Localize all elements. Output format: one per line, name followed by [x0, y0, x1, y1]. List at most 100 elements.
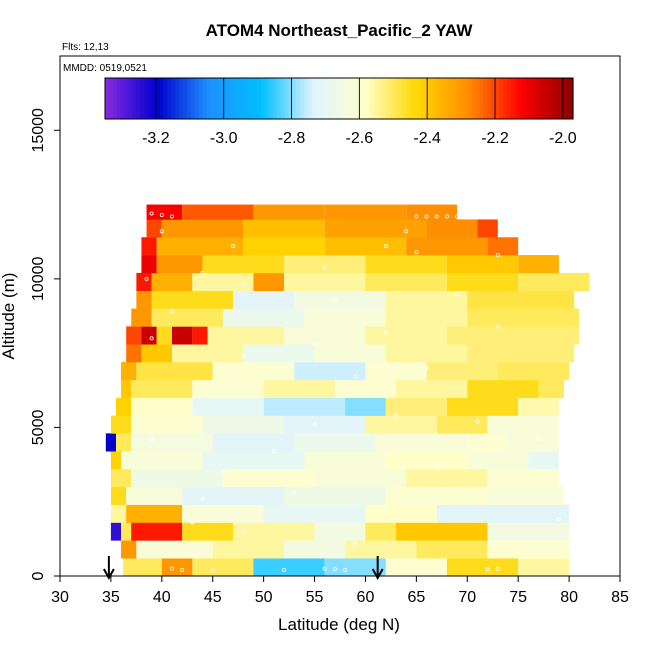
colorbar-swatch: [393, 78, 399, 119]
sample-point: [190, 520, 195, 525]
heatmap-cell: [192, 379, 264, 399]
y-axis: 0 5000 10000 15000: [30, 108, 60, 580]
plot-frame: [59, 55, 621, 577]
sample-point: [383, 244, 388, 249]
sample-points: [144, 211, 561, 573]
x-tick-label: 65: [407, 589, 425, 606]
heatmap-cell: [314, 344, 386, 363]
colorbar-swatch: [296, 78, 301, 119]
heatmap-cell: [192, 272, 254, 292]
sample-point: [322, 566, 327, 571]
heatmap-cell: [202, 255, 284, 274]
sample-point: [200, 270, 205, 275]
colorbar-swatch: [198, 78, 204, 119]
colorbar-swatch: [452, 78, 457, 119]
sample-point: [200, 496, 205, 501]
x-tick-label: 30: [51, 589, 69, 606]
colorbar-swatch: [206, 78, 211, 119]
sample-point: [144, 276, 149, 281]
heatmap-cell: [131, 469, 223, 488]
colorbar-swatch: [233, 78, 239, 119]
heatmap-cell: [182, 504, 264, 523]
colorbar-swatch: [307, 78, 313, 119]
flights-annotation: Flts: 12,13: [62, 42, 109, 53]
heatmap-cell: [487, 469, 559, 488]
colorbar-swatch: [495, 78, 500, 119]
heatmap-cell: [192, 326, 208, 345]
heatmap-cell: [477, 219, 498, 238]
heatmap-cell: [121, 379, 132, 399]
sample-point: [465, 214, 470, 219]
sample-point: [495, 253, 500, 258]
sample-point: [424, 214, 429, 219]
heatmap-cell: [202, 415, 284, 434]
heatmap-cell: [284, 415, 366, 434]
colorbar-swatch: [498, 78, 504, 119]
heatmap-cell: [131, 415, 203, 434]
latitude-arrows: [102, 556, 384, 581]
heatmap-cell: [284, 255, 366, 274]
heatmap-cell: [487, 237, 519, 256]
sample-point: [312, 422, 317, 427]
sample-point: [434, 464, 439, 469]
sample-point: [312, 342, 317, 347]
colorbar-swatch: [522, 78, 527, 119]
heatmap-cell: [156, 255, 203, 274]
heatmap-cell: [123, 558, 162, 577]
colorbar-swatch: [463, 78, 469, 119]
sample-point: [210, 568, 215, 573]
y-tick-label: 15000: [30, 108, 47, 153]
sample-point: [383, 330, 388, 335]
heatmap-cell: [116, 397, 132, 416]
sample-point: [414, 214, 419, 219]
sample-point: [455, 214, 460, 219]
heatmap-cell: [151, 290, 234, 309]
colorbar-swatch: [272, 78, 278, 119]
sample-point: [353, 541, 358, 546]
heatmap-cell: [172, 326, 193, 345]
colorbar-swatch: [339, 78, 344, 119]
colorbar-swatch: [342, 78, 348, 119]
x-tick-label: 50: [255, 589, 273, 606]
colorbar-swatch: [245, 78, 250, 119]
colorbar-swatch: [475, 78, 480, 119]
heatmap-cell: [304, 451, 386, 470]
colorbar-swatch: [417, 78, 422, 119]
colorbar-swatch: [116, 78, 122, 119]
heatmap-cell: [518, 272, 590, 292]
colorbar-swatch: [440, 78, 445, 119]
colorbar-swatch: [541, 78, 547, 119]
colorbar-swatch: [471, 78, 477, 119]
sample-point: [159, 212, 164, 217]
colorbar-swatch: [545, 78, 551, 119]
heatmap-cell: [136, 540, 213, 559]
colorbar-tick-label: -3.0: [210, 130, 238, 147]
heatmap-cell: [385, 344, 468, 363]
heatmap-cell: [406, 204, 458, 220]
colorbar-swatch: [510, 78, 516, 119]
colorbar-swatch: [194, 78, 200, 119]
heatmap-cell: [385, 486, 488, 505]
colorbar-swatch: [241, 78, 246, 119]
sample-point: [444, 214, 449, 219]
colorbar-swatch: [378, 78, 383, 119]
heatmap-cell: [487, 540, 570, 559]
heatmap-cell: [141, 255, 157, 274]
heatmap-cells: [105, 204, 590, 577]
heatmap-cell: [345, 397, 386, 416]
heatmap-cell: [345, 540, 417, 559]
colorbar-swatch: [381, 78, 387, 119]
colorbar-swatch: [358, 78, 363, 119]
heatmap-cell: [141, 344, 172, 363]
heatmap-cell: [324, 558, 386, 577]
colorbar-swatch: [190, 78, 196, 119]
heatmap-cell: [263, 379, 335, 399]
heatmap-cell: [146, 219, 162, 238]
colorbar-swatch: [253, 78, 258, 119]
colorbar-swatch: [350, 78, 356, 119]
sample-point: [241, 354, 246, 359]
colorbar-swatch: [171, 78, 176, 119]
heatmap-cell: [156, 326, 172, 345]
colorbar-swatch: [144, 78, 149, 119]
x-tick-label: 70: [458, 589, 476, 606]
